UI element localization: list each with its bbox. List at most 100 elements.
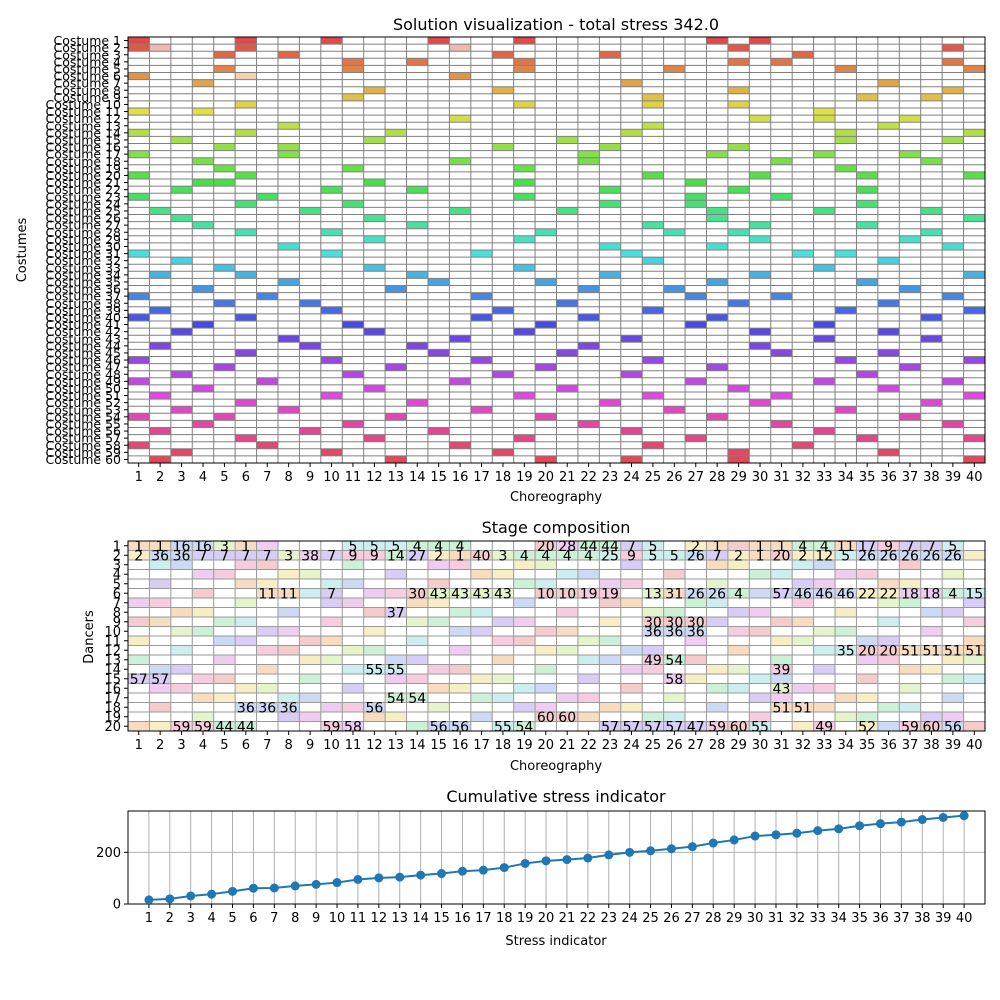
stage-number: 36 xyxy=(644,624,662,640)
stage-cell xyxy=(149,683,171,693)
stage-cell xyxy=(385,626,407,636)
stage-cell xyxy=(685,664,707,674)
stage-x-ticklabel: 9 xyxy=(306,738,314,753)
heatmap-cell xyxy=(320,186,343,194)
stage-x-ticklabel: 6 xyxy=(242,738,250,753)
stage-x-ticklabel: 28 xyxy=(709,738,726,753)
stage-x-ticklabel: 12 xyxy=(366,738,383,753)
stage-cell xyxy=(663,560,686,570)
stage-cell xyxy=(599,550,621,560)
stage-number: 36 xyxy=(665,624,683,640)
heatmap-cell xyxy=(128,250,150,258)
stage-cell xyxy=(792,588,814,598)
stage-number: 4 xyxy=(413,539,422,555)
heatmap-x-ticklabel: 26 xyxy=(666,470,683,485)
stage-number: 55 xyxy=(365,662,383,678)
stage-cell xyxy=(963,721,986,731)
stage-cell xyxy=(556,655,578,665)
stage-number: 13 xyxy=(644,586,662,602)
heatmap-y-ticklabel: Costume 22 xyxy=(46,182,121,197)
stage-cell xyxy=(406,617,428,627)
heatmap-cell xyxy=(213,264,236,272)
heatmap-cell xyxy=(128,171,150,179)
heatmap-cell xyxy=(749,271,771,279)
stage-cell xyxy=(792,550,814,560)
stage-cell xyxy=(470,626,493,636)
stage-cell xyxy=(427,664,450,674)
stage-cell xyxy=(642,712,664,722)
stage-cell xyxy=(213,617,236,627)
stage-number: 55 xyxy=(387,662,405,678)
stage-cell xyxy=(277,636,300,646)
stage-cell xyxy=(170,579,193,589)
stress-point xyxy=(499,863,509,873)
stage-cell xyxy=(235,702,257,712)
heatmap-cell xyxy=(128,193,150,201)
stage-cell xyxy=(792,674,814,684)
heatmap-y-ticklabel: Costume 16 xyxy=(46,140,122,155)
heatmap-y-ticklabel: Costume 14 xyxy=(46,125,122,140)
stage-cell xyxy=(813,721,836,731)
stage-cell xyxy=(170,617,193,627)
heatmap-cell xyxy=(128,292,150,300)
stage-cell xyxy=(385,645,407,655)
stage-cell xyxy=(385,569,407,579)
line-series xyxy=(144,811,969,905)
heatmap-cell xyxy=(577,157,600,165)
heatmap-y-ticklabel: Costume 23 xyxy=(46,189,121,204)
stress-point xyxy=(353,874,363,884)
stage-number: 1 xyxy=(713,539,722,555)
stage-cell xyxy=(556,674,578,684)
stage-cell xyxy=(963,550,986,560)
stage-cell xyxy=(877,588,900,598)
stress-point xyxy=(562,855,572,865)
stage-y-ticklabel: 4 xyxy=(113,568,121,583)
stage-number: 36 xyxy=(258,700,276,716)
stage-cell xyxy=(277,560,300,570)
stage-cell xyxy=(256,579,278,589)
stress-point xyxy=(144,895,154,905)
heatmap-cell xyxy=(170,257,193,265)
stage-cell xyxy=(770,664,793,674)
heatmap-x-ticklabel: 30 xyxy=(752,470,769,485)
stage-number: 26 xyxy=(687,586,705,602)
stage-cell xyxy=(427,607,450,617)
stage-cell xyxy=(363,721,386,731)
stage-cell xyxy=(963,655,986,665)
stage-cell xyxy=(320,693,343,703)
heatmap-cell xyxy=(899,285,921,293)
stress-point xyxy=(311,879,321,889)
stage-cell xyxy=(299,550,321,560)
stage-xlabel: Choreography xyxy=(510,759,602,774)
heatmap-cell xyxy=(213,164,236,172)
stage-cell xyxy=(256,626,278,636)
stage-cell xyxy=(663,655,686,665)
stage-number: 16 xyxy=(173,539,191,555)
stage-cell xyxy=(942,721,964,731)
heatmap-y-ticklabel: Costume 24 xyxy=(46,196,122,211)
stage-cell xyxy=(299,598,321,608)
stage-number: 7 xyxy=(327,586,336,602)
heatmap-cell xyxy=(792,51,814,59)
heatmap-cell xyxy=(213,143,236,151)
stage-cell xyxy=(856,588,878,598)
stage-cell xyxy=(727,607,750,617)
stage-cell xyxy=(170,607,193,617)
heatmap-cell xyxy=(599,200,621,208)
stage-number: 43 xyxy=(430,586,448,602)
stage-cell xyxy=(577,655,600,665)
heatmap-cell xyxy=(513,164,536,172)
heatmap-cell xyxy=(727,100,750,108)
stage-x-ticklabel: 1 xyxy=(135,738,143,753)
heatmap-y-ticklabel: Costume 60 xyxy=(46,452,122,467)
stage-number: 36 xyxy=(173,548,191,564)
stage-number: 60 xyxy=(923,719,941,735)
heatmap-cell xyxy=(363,179,386,187)
stage-cell xyxy=(149,550,171,560)
heatmap-y-ticklabel: Costume 31 xyxy=(46,246,121,261)
stage-cell xyxy=(599,541,621,551)
heatmap-cell xyxy=(642,93,664,101)
stage-cell xyxy=(899,617,921,627)
stage-cell xyxy=(299,683,321,693)
